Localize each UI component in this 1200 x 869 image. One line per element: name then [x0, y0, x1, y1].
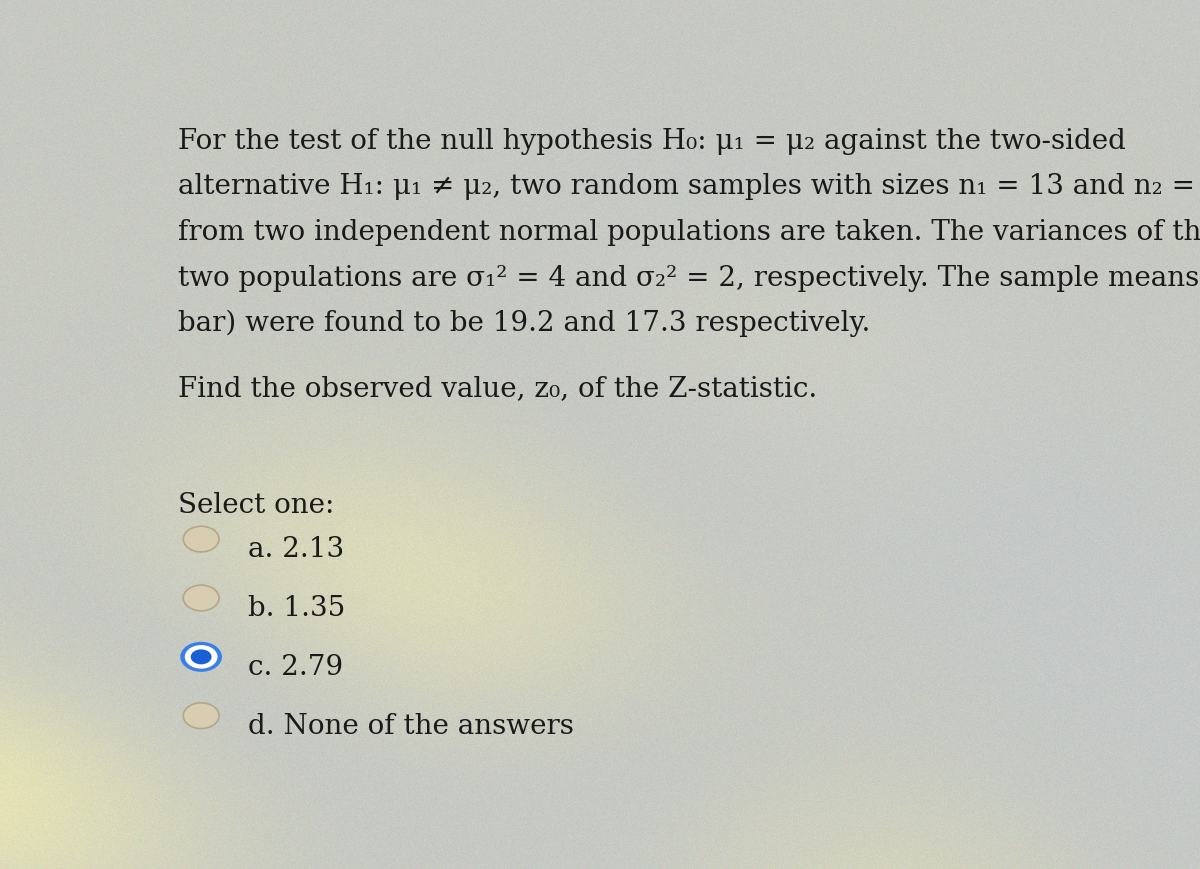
Text: a. 2.13: a. 2.13 — [247, 536, 343, 563]
Circle shape — [184, 585, 220, 611]
Circle shape — [184, 703, 220, 728]
Circle shape — [185, 645, 217, 668]
Circle shape — [184, 527, 220, 552]
Text: bar) were found to be 19.2 and 17.3 respectively.: bar) were found to be 19.2 and 17.3 resp… — [178, 309, 870, 337]
Text: Find the observed value, z₀, of the Z-statistic.: Find the observed value, z₀, of the Z-st… — [178, 375, 817, 402]
Text: from two independent normal populations are taken. The variances of the: from two independent normal populations … — [178, 219, 1200, 246]
Text: d. None of the answers: d. None of the answers — [247, 713, 574, 740]
Text: alternative H₁: μ₁ ≠ μ₂, two random samples with sizes n₁ = 13 and n₂ = 13: alternative H₁: μ₁ ≠ μ₂, two random samp… — [178, 173, 1200, 200]
Circle shape — [180, 642, 222, 672]
Text: c. 2.79: c. 2.79 — [247, 653, 343, 680]
Circle shape — [191, 649, 211, 664]
Text: b. 1.35: b. 1.35 — [247, 594, 344, 621]
Text: Select one:: Select one: — [178, 493, 335, 520]
Text: For the test of the null hypothesis H₀: μ₁ = μ₂ against the two-sided: For the test of the null hypothesis H₀: … — [178, 128, 1126, 155]
Text: two populations are σ₁² = 4 and σ₂² = 2, respectively. The sample means (X: two populations are σ₁² = 4 and σ₂² = 2,… — [178, 264, 1200, 292]
